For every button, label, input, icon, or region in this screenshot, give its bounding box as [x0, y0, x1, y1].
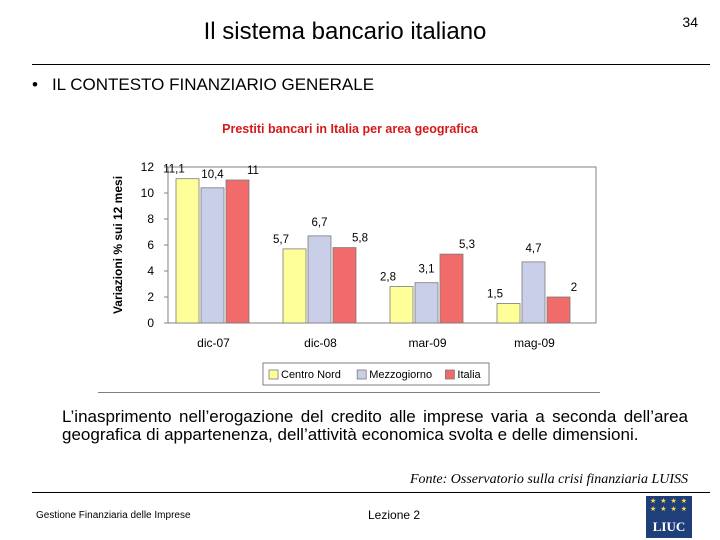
- y-axis-label: Variazioni % sui 12 mesi: [111, 176, 125, 314]
- body-paragraph: L’inasprimento nell’erogazione del credi…: [62, 407, 688, 444]
- y-tick-label: 6: [147, 238, 154, 252]
- data-label: 6,7: [312, 217, 328, 229]
- legend-label: Mezzogiorno: [369, 369, 432, 381]
- bar: [439, 253, 464, 324]
- legend-label: Italia: [457, 369, 481, 381]
- bar: [225, 179, 250, 324]
- header-divider: [32, 64, 710, 65]
- data-label: 2,8: [380, 272, 396, 284]
- bar-chart: Variazioni % sui 12 mesi 0 2 4 6 8 10 12 dic-07 1…: [111, 160, 597, 386]
- source-note: Fonte: Osservatorio sulla crisi finanzia…: [409, 472, 688, 487]
- bar: [282, 248, 307, 324]
- bar: [546, 296, 571, 324]
- data-label: 11: [247, 165, 259, 177]
- bar: [389, 286, 414, 324]
- data-label: 5,7: [273, 234, 289, 246]
- x-tick-label: mar-09: [408, 336, 446, 350]
- chart-title: Prestiti bancari in Italia per area geog…: [222, 122, 478, 136]
- logo-stars: ★ ★ ★ ★ ★ ★ ★ ★: [650, 498, 688, 513]
- logo-wordmark: LIUC: [652, 519, 686, 534]
- chart-divider: [98, 392, 600, 393]
- section-heading-line: • IL CONTESTO FINANZIARIO GENERALE: [32, 75, 374, 95]
- data-label: 5,8: [352, 233, 368, 245]
- y-tick-label: 12: [141, 160, 155, 174]
- data-label: 1,5: [487, 289, 503, 301]
- x-tick-label: dic-08: [304, 336, 337, 350]
- data-label: 10,4: [201, 169, 224, 181]
- footer-lesson: Lezione 2: [368, 508, 421, 522]
- legend-box: [262, 362, 490, 386]
- legend-swatch: [356, 369, 367, 380]
- legend-label: Centro Nord: [281, 369, 341, 381]
- footer-divider: [32, 492, 710, 493]
- section-heading: IL CONTESTO FINANZIARIO GENERALE: [51, 75, 375, 94]
- slide-title: Il sistema bancario italiano: [203, 18, 487, 45]
- bar: [332, 247, 357, 324]
- data-label: 4,7: [526, 243, 542, 255]
- y-tick-label: 0: [147, 316, 154, 330]
- bar: [496, 303, 521, 324]
- legend-swatch: [268, 369, 279, 380]
- legend-swatch: [444, 369, 455, 380]
- y-tick-label: 2: [147, 290, 154, 304]
- bullet-marker: •: [32, 75, 38, 94]
- data-label: 5,3: [459, 239, 475, 251]
- bar: [414, 282, 439, 324]
- footer-course: Gestione Finanziaria delle Imprese: [36, 510, 191, 521]
- bar: [200, 187, 225, 324]
- data-label: 11,1: [163, 164, 185, 176]
- data-label: 3,1: [419, 264, 435, 276]
- liuc-logo: ★ ★ ★ ★ ★ ★ ★ ★ LIUC: [646, 496, 692, 538]
- bar: [307, 235, 332, 324]
- y-tick-label: 4: [147, 264, 154, 278]
- y-tick-label: 8: [147, 212, 154, 226]
- bar: [175, 178, 200, 324]
- data-label: 2: [571, 282, 577, 294]
- x-tick-label: mag-09: [514, 336, 555, 350]
- x-tick-label: dic-07: [197, 336, 230, 350]
- page-number: 34: [682, 14, 698, 30]
- bar: [521, 261, 546, 324]
- y-tick-label: 10: [141, 186, 155, 200]
